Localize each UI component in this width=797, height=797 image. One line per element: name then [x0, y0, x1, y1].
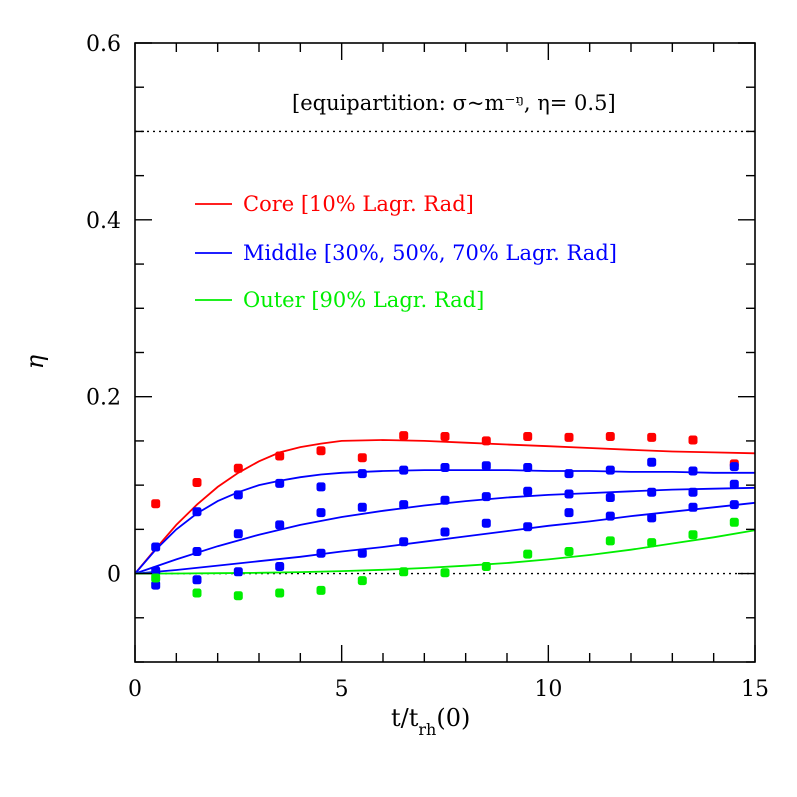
fit-curve-middle-70: [134, 501, 756, 575]
data-point-middle-30: [233, 490, 243, 500]
data-point-middle-50: [192, 547, 202, 556]
data-point-middle-30: [605, 465, 615, 475]
data-point-core: [688, 435, 698, 445]
data-point-core: [523, 432, 533, 441]
data-point-middle-30: [481, 461, 491, 471]
legend: Core [10% Lagr. Rad] Middle [30%, 50%, 7…: [195, 192, 617, 312]
data-point-outer: [275, 588, 285, 598]
data-point-middle-50: [481, 492, 491, 502]
data-point-middle-50: [316, 508, 326, 518]
data-point-middle-50: [233, 529, 243, 539]
data-point-middle-50: [647, 487, 657, 497]
data-point-middle-70: [357, 548, 367, 558]
data-point-core: [440, 432, 450, 441]
data-point-outer: [481, 562, 491, 571]
fit-curve-outer: [134, 529, 756, 575]
x-axis-label-sub: rh: [418, 720, 436, 739]
data-point-middle-70: [605, 511, 615, 521]
x-axis-label-main: t/t: [391, 704, 419, 732]
y-tick-label: 0: [107, 563, 121, 588]
data-point-middle-70: [523, 522, 533, 532]
data-point-middle-30: [440, 463, 450, 472]
data-point-middle-70: [316, 548, 326, 558]
data-point-middle-50: [729, 479, 739, 489]
legend-core-label: Core [10% Lagr. Rad]: [243, 192, 474, 216]
data-point-core: [481, 436, 491, 446]
data-point-outer: [151, 573, 161, 583]
y-tick-label: 0.2: [86, 386, 121, 411]
x-tick-label: 5: [335, 677, 349, 702]
data-point-outer: [357, 576, 367, 586]
data-point-core: [192, 478, 202, 487]
data-point-middle-30: [729, 462, 739, 472]
data-point-middle-50: [275, 520, 285, 530]
data-point-middle-50: [440, 495, 450, 505]
data-point-middle-70: [151, 580, 161, 590]
fit-curve-core: [134, 439, 756, 575]
data-point-middle-50: [605, 493, 615, 502]
data-point-middle-30: [523, 463, 533, 472]
data-point-outer: [605, 536, 615, 546]
data-point-middle-30: [564, 469, 574, 479]
legend-outer-label: Outer [90% Lagr. Rad]: [243, 288, 484, 312]
data-point-middle-70: [192, 575, 202, 585]
data-point-middle-30: [647, 457, 657, 467]
data-point-middle-30: [357, 469, 367, 479]
data-point-core: [647, 432, 657, 442]
data-point-middle-30: [399, 465, 409, 475]
data-point-middle-50: [357, 502, 367, 512]
data-point-outer: [192, 588, 202, 598]
data-point-outer: [316, 585, 326, 595]
data-point-core: [316, 446, 326, 456]
data-point-core: [357, 453, 367, 463]
data-point-middle-70: [275, 562, 285, 571]
data-point-middle-70: [440, 527, 450, 537]
data-point-middle-70: [399, 537, 409, 547]
data-point-core: [399, 431, 409, 441]
data-point-middle-50: [564, 489, 574, 499]
equipartition-annotation: [equipartition: σ~m⁻ᵑ, η= 0.5]: [292, 91, 616, 115]
data-point-middle-70: [233, 567, 243, 577]
y-tick-label: 0.6: [86, 32, 121, 57]
data-point-middle-50: [399, 500, 409, 510]
x-axis-label: t/trh(0): [391, 704, 470, 739]
data-point-middle-70: [647, 513, 657, 523]
data-point-middle-70: [564, 508, 574, 518]
data-point-middle-70: [481, 518, 491, 528]
data-point-outer: [399, 567, 409, 577]
data-point-middle-30: [151, 542, 161, 552]
data-point-outer: [440, 568, 450, 578]
x-tick-label: 0: [128, 677, 142, 702]
data-point-middle-50: [523, 486, 533, 496]
data-point-middle-30: [688, 466, 698, 476]
fit-curve-middle-30: [134, 469, 755, 575]
y-tick-label: 0.4: [86, 209, 121, 234]
data-point-outer: [729, 517, 739, 527]
data-point-middle-70: [729, 500, 739, 510]
data-point-middle-50: [151, 566, 161, 576]
data-point-outer: [647, 538, 657, 548]
x-tick-label: 15: [741, 677, 769, 702]
data-point-middle-50: [688, 487, 698, 497]
data-point-middle-30: [192, 507, 202, 517]
axes: 0 5 10 15 0 0.2 0.4 0.6: [86, 32, 769, 702]
x-axis-label-tail: (0): [436, 704, 470, 732]
y-axis-label: η: [21, 354, 49, 369]
data-point-outer: [523, 549, 533, 559]
data-point-middle-30: [316, 482, 326, 492]
data-point-middle-30: [275, 478, 285, 488]
data-point-middle-70: [688, 502, 698, 512]
data-point-core: [233, 463, 243, 473]
data-point-core: [605, 432, 615, 441]
data-point-outer: [688, 530, 698, 540]
plot-area: [134, 130, 756, 601]
legend-middle-label: Middle [30%, 50%, 70% Lagr. Rad]: [243, 241, 617, 265]
data-point-outer: [564, 547, 574, 556]
x-tick-label: 10: [534, 677, 562, 702]
data-point-outer: [233, 591, 243, 601]
data-point-core: [564, 432, 574, 442]
data-point-core: [151, 499, 161, 509]
data-point-core: [275, 451, 285, 461]
